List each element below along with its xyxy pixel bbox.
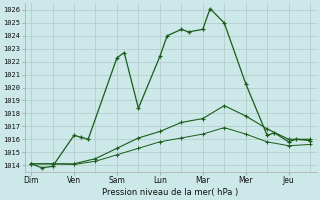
X-axis label: Pression niveau de la mer( hPa ): Pression niveau de la mer( hPa ) [102, 188, 239, 197]
